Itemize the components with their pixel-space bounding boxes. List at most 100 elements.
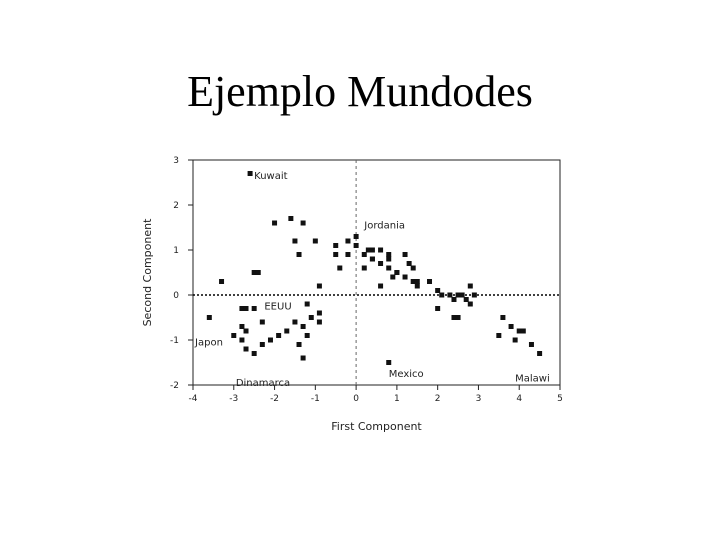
data-point — [304, 301, 310, 307]
data-point — [296, 252, 302, 257]
data-point — [316, 283, 322, 289]
data-point — [243, 328, 249, 334]
data-point — [243, 306, 249, 311]
data-point — [402, 252, 408, 257]
data-point — [300, 324, 306, 329]
data-point — [427, 279, 433, 284]
point-label: Malawi — [515, 373, 550, 384]
x-tick-label: 2 — [435, 394, 441, 404]
data-point — [239, 337, 245, 343]
data-point — [386, 252, 392, 257]
data-point — [451, 315, 457, 320]
data-point — [272, 220, 278, 226]
point-label: Jordania — [363, 220, 405, 231]
data-point — [500, 315, 506, 320]
data-point — [390, 274, 396, 280]
data-point — [378, 247, 384, 253]
x-tick-label: 0 — [353, 394, 359, 404]
data-point — [394, 270, 400, 275]
data-point — [439, 292, 445, 298]
y-axis-label: Second Component — [141, 218, 154, 327]
x-tick-label: -3 — [229, 394, 238, 404]
x-tick-label: -4 — [189, 394, 198, 404]
data-point — [231, 333, 237, 338]
data-point — [316, 319, 322, 325]
point-label: Dinamarca — [236, 378, 290, 389]
data-point — [365, 247, 371, 253]
data-point — [459, 292, 465, 298]
data-point — [455, 315, 461, 320]
data-point — [276, 333, 282, 338]
data-point — [463, 297, 469, 302]
data-point — [386, 256, 392, 262]
x-tick-label: -1 — [311, 394, 320, 404]
data-point — [345, 252, 351, 257]
data-point — [345, 238, 351, 244]
point-label: Kuwait — [254, 171, 287, 182]
data-point — [292, 319, 298, 325]
data-point — [402, 274, 408, 280]
data-point — [288, 216, 294, 221]
x-tick-label: 1 — [394, 394, 400, 404]
data-point — [447, 292, 453, 298]
data-point — [333, 252, 339, 257]
data-point — [312, 238, 318, 244]
data-point — [361, 265, 367, 271]
data-point — [247, 171, 253, 176]
y-tick-label: -2 — [170, 381, 179, 391]
data-point — [410, 265, 416, 271]
data-point — [455, 292, 461, 298]
data-point — [308, 315, 314, 320]
data-point — [414, 279, 420, 284]
point-label: Mexico — [389, 369, 424, 380]
data-point — [520, 328, 526, 334]
data-point — [337, 265, 343, 271]
data-point — [243, 346, 249, 352]
data-point — [496, 333, 502, 338]
data-point — [219, 279, 225, 284]
data-point — [414, 283, 420, 289]
slide-title: Ejemplo Mundodes — [187, 67, 533, 116]
point-label: Japon — [194, 337, 223, 348]
data-point — [353, 234, 359, 239]
data-point — [292, 238, 298, 244]
data-point — [206, 315, 212, 320]
data-point — [333, 243, 339, 248]
data-point — [267, 337, 273, 343]
data-point — [508, 324, 514, 329]
data-point — [435, 306, 441, 311]
y-tick-label: 2 — [173, 201, 179, 211]
data-point — [451, 297, 457, 302]
data-point — [239, 324, 245, 329]
data-point — [471, 292, 477, 298]
data-point — [386, 265, 392, 271]
y-tick-label: -1 — [170, 336, 179, 346]
plot-frame — [192, 159, 561, 386]
data-point — [406, 261, 412, 266]
x-tick-label: 5 — [557, 394, 563, 404]
y-tick-label: 3 — [173, 156, 179, 166]
data-point — [386, 360, 392, 365]
x-tick-label: 4 — [516, 394, 522, 404]
data-point — [296, 342, 302, 347]
data-point — [528, 342, 534, 347]
y-tick-label: 1 — [173, 246, 179, 256]
data-point — [316, 310, 322, 316]
x-tick-label: 3 — [476, 394, 482, 404]
x-axis-label: First Component — [331, 420, 422, 433]
data-point — [353, 243, 359, 248]
y-tick-label: 0 — [173, 291, 179, 301]
data-point — [435, 288, 441, 293]
data-point — [259, 342, 265, 347]
data-point — [300, 355, 306, 361]
data-point — [369, 247, 375, 253]
x-tick-label: -2 — [270, 394, 279, 404]
data-point — [284, 328, 290, 334]
data-point — [369, 256, 375, 262]
data-point — [467, 301, 473, 307]
data-point — [467, 283, 473, 289]
data-point — [251, 306, 257, 311]
data-point — [304, 333, 310, 338]
data-point — [378, 283, 384, 289]
